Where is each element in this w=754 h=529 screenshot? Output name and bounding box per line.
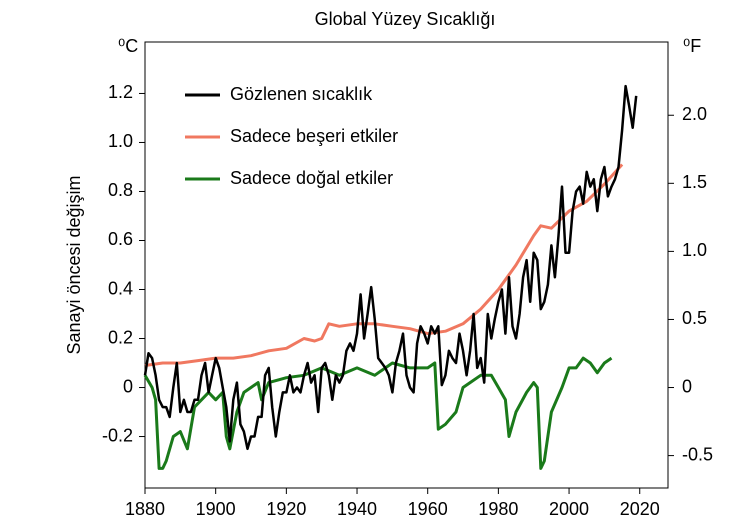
x-tick-label: 1960 (408, 499, 448, 519)
y2-tick-label: 0.5 (682, 308, 707, 328)
x-tick-label: 1880 (125, 499, 165, 519)
y-tick-label: -0.2 (102, 425, 133, 445)
x-tick-label: 2020 (620, 499, 660, 519)
y2-tick-label: -0.5 (682, 444, 713, 464)
legend-label: Sadece beşeri etkiler (230, 126, 398, 146)
y2-unit: ⁰F (683, 36, 701, 56)
y2-tick-label: 0 (682, 376, 692, 396)
y-tick-label: 0.4 (108, 278, 133, 298)
y2-tick-label: 1.0 (682, 240, 707, 260)
x-tick-label: 1940 (337, 499, 377, 519)
x-tick-label: 1980 (478, 499, 518, 519)
plot-frame (144, 41, 669, 489)
series-line (143, 84, 638, 451)
y-tick-label: 0.2 (108, 327, 133, 347)
legend-label: Gözlenen sıcaklık (230, 84, 373, 104)
x-tick-label: 1900 (196, 499, 236, 519)
x-tick-label: 2000 (549, 499, 589, 519)
legend-label: Sadece doğal etkiler (230, 168, 393, 188)
y-axis-title: Sanayi öncesi değişim (64, 175, 84, 354)
chart-title: Global Yüzey Sıcaklığı (315, 9, 496, 29)
y-tick-label: 0.8 (108, 180, 133, 200)
y2-tick-label: 1.5 (682, 172, 707, 192)
y-tick-label: 0.6 (108, 229, 133, 249)
y-tick-label: 1.0 (108, 131, 133, 151)
y-tick-label: 0 (123, 376, 133, 396)
y-unit: ⁰C (118, 36, 138, 56)
series-line (143, 356, 613, 470)
y-tick-label: 1.2 (108, 82, 133, 102)
x-tick-label: 1920 (266, 499, 306, 519)
y2-tick-label: 2.0 (682, 104, 707, 124)
